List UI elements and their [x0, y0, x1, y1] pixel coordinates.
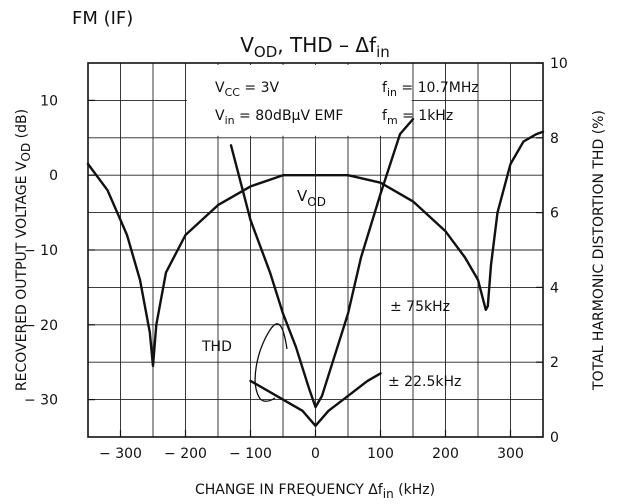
- x-tick-label: − 100: [229, 446, 272, 462]
- y-left-tick-label: − 10: [24, 243, 58, 259]
- label-thd: THD: [201, 339, 232, 355]
- condition-vcc: VCC = 3V: [215, 80, 279, 99]
- ticks: [88, 62, 543, 438]
- y-left-tick-label: 10: [40, 93, 58, 109]
- x-tick-label: 200: [432, 446, 459, 462]
- conditions-box: [186, 65, 412, 136]
- y-left-tick-label: − 20: [24, 318, 58, 334]
- series-line-2: [229, 117, 415, 409]
- y-right-tick-label: 0: [550, 430, 559, 446]
- x-tick-label: 100: [367, 446, 394, 462]
- series-line-1: [86, 130, 545, 368]
- y-right-tick-label: 8: [550, 131, 559, 147]
- y-right-tick-label: 10: [550, 56, 568, 72]
- x-tick-label: − 200: [164, 446, 207, 462]
- y-right-tick-label: 6: [550, 206, 559, 222]
- x-tick-label: − 300: [99, 446, 142, 462]
- x-tick-label: 300: [497, 446, 524, 462]
- condition-vin: Vin = 80dBμV EMF: [215, 108, 343, 127]
- y-right-tick-label: 4: [550, 280, 559, 296]
- chart-header: FM (IF): [72, 8, 133, 29]
- series-line-3: [249, 372, 382, 427]
- y-right-axis-label: TOTAL HARMONIC DISTORTION THD (%): [591, 110, 607, 391]
- thd-pointer: [254, 323, 288, 402]
- condition-fm: fm = 1kHz: [382, 108, 453, 127]
- label-vod: VOD: [297, 187, 326, 209]
- y-left-axis-label: RECOVERED OUTPUT VOLTAGE VOD (dB): [14, 109, 33, 391]
- label-75khz: ± 75kHz: [390, 299, 450, 315]
- label-22khz: ± 22.5kHz: [388, 374, 461, 390]
- y-right-tick-label: 2: [550, 355, 559, 371]
- condition-fin: fin = 10.7MHz: [382, 80, 479, 99]
- x-axis-label: CHANGE IN FREQUENCY Δfin (kHz): [195, 482, 435, 501]
- curves: [86, 117, 545, 427]
- y-left-tick-label: − 30: [24, 393, 58, 409]
- x-tick-label: 0: [311, 446, 320, 462]
- chart-title: VOD, THD – Δfin: [240, 33, 390, 61]
- y-left-tick-label: 0: [49, 168, 58, 184]
